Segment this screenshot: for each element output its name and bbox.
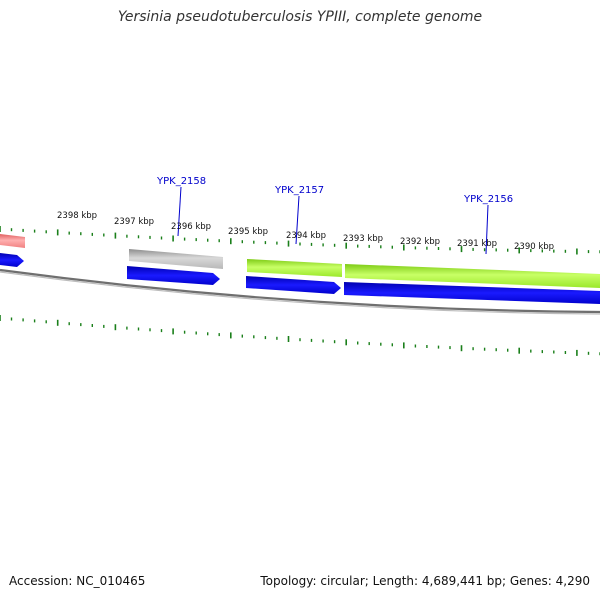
gene-label-ypk-2158: YPK_2158 <box>156 176 206 187</box>
outer-scale-ticks <box>0 226 600 255</box>
feature-green-bar <box>247 259 342 277</box>
gene-label-leader <box>485 204 489 255</box>
genome-backbone <box>0 268 600 314</box>
feature-gray-bar <box>129 249 223 269</box>
map-title: Yersinia pseudotuberculosis YPIII, compl… <box>117 9 483 25</box>
inner-scale-ticks <box>0 315 600 356</box>
scale-tick-label: 2392 kbp <box>400 237 440 247</box>
scale-tick-label: 2393 kbp <box>343 234 383 244</box>
genome-backbone-shadow <box>0 271 600 315</box>
scale-tick-label: 2395 kbp <box>228 227 268 237</box>
gene-label-leader <box>295 195 300 245</box>
cds-arrow <box>127 266 220 285</box>
accession-label: Accession: NC_010465 <box>9 574 146 588</box>
feature-pink-bar <box>0 234 25 248</box>
cds-arrow <box>0 253 24 267</box>
cds-arrow <box>246 276 341 294</box>
scale-tick-label: 2391 kbp <box>457 239 497 249</box>
gene-label-ypk-2156: YPK_2156 <box>463 194 513 205</box>
feature-green-bar <box>345 264 600 288</box>
scale-tick-label: 2396 kbp <box>171 222 211 232</box>
gene-label-leader <box>177 186 182 237</box>
cds-arrow <box>344 282 600 304</box>
gene-label-ypk-2157: YPK_2157 <box>274 185 324 196</box>
scale-tick-label: 2394 kbp <box>286 231 326 241</box>
scale-tick-label: 2390 kbp <box>514 242 554 252</box>
scale-tick-label: 2398 kbp <box>57 211 97 221</box>
topology-summary: Topology: circular; Length: 4,689,441 bp… <box>260 574 590 588</box>
scale-tick-label: 2397 kbp <box>114 217 154 227</box>
